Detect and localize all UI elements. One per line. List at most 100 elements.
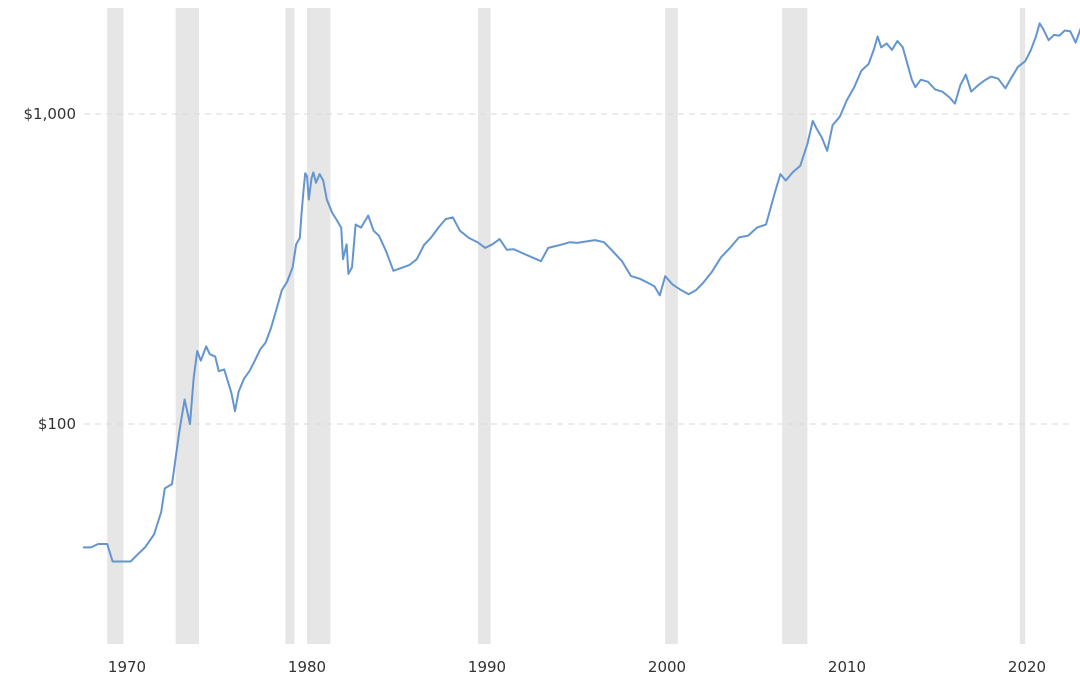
- data-point: [197, 350, 198, 351]
- data-point: [296, 244, 297, 245]
- data-point: [1043, 28, 1044, 29]
- data-point: [373, 230, 374, 231]
- data-point: [681, 290, 682, 291]
- y-axis-ticks: $100 $1,000: [24, 105, 77, 433]
- y-gridlines: [84, 113, 1072, 425]
- series-line: [82, 22, 1080, 563]
- data-point: [423, 244, 424, 245]
- data-point: [1039, 23, 1040, 24]
- data-point: [720, 257, 721, 258]
- data-point: [562, 244, 563, 245]
- data-point: [1070, 31, 1071, 32]
- data-point: [265, 342, 266, 343]
- y-tick-label: $1,000: [24, 105, 77, 123]
- data-point: [224, 369, 225, 370]
- data-point: [1025, 61, 1026, 62]
- data-point: [985, 79, 986, 80]
- data-point: [711, 271, 712, 272]
- data-point: [287, 281, 288, 282]
- data-point: [360, 227, 361, 228]
- data-point: [90, 547, 91, 548]
- data-point: [215, 356, 216, 357]
- data-point: [341, 227, 342, 228]
- data-point: [249, 371, 250, 372]
- data-point: [342, 259, 343, 260]
- data-point: [499, 239, 500, 240]
- data-point: [774, 192, 775, 193]
- data-point: [468, 237, 469, 238]
- data-point: [729, 247, 730, 248]
- data-point: [184, 399, 185, 400]
- data-point: [908, 66, 909, 67]
- data-point: [1053, 34, 1054, 35]
- data-point: [130, 561, 131, 562]
- data-point: [902, 47, 903, 48]
- data-point: [305, 173, 306, 174]
- data-point: [335, 218, 336, 219]
- data-point: [785, 180, 786, 181]
- data-point: [688, 294, 689, 295]
- data-point: [965, 74, 966, 75]
- data-point: [897, 40, 898, 41]
- data-point: [792, 171, 793, 172]
- data-point: [308, 199, 309, 200]
- data-point: [832, 125, 833, 126]
- data-point: [112, 561, 113, 562]
- x-tick-label: 2020: [1008, 658, 1046, 676]
- data-point: [812, 120, 813, 121]
- data-point: [306, 176, 307, 177]
- data-point: [292, 267, 293, 268]
- data-point: [765, 224, 766, 225]
- data-point: [1064, 30, 1065, 31]
- data-point: [971, 91, 972, 92]
- data-point: [1030, 50, 1031, 51]
- data-point: [332, 212, 333, 213]
- data-point: [576, 242, 577, 243]
- data-point: [209, 354, 210, 355]
- data-point: [144, 547, 145, 548]
- data-point: [915, 87, 916, 88]
- series-points: [83, 21, 1080, 562]
- recession-band: [175, 8, 199, 644]
- recession-band: [107, 8, 124, 644]
- recession-bands: [107, 8, 1026, 644]
- data-point: [348, 273, 349, 274]
- data-point: [346, 244, 347, 245]
- data-point: [522, 253, 523, 254]
- data-point: [276, 309, 277, 310]
- data-point: [978, 84, 979, 85]
- data-point: [107, 543, 108, 544]
- y-tick-label: $100: [38, 415, 76, 433]
- data-point: [854, 87, 855, 88]
- x-tick-label: 1970: [108, 658, 146, 676]
- data-point: [234, 411, 235, 412]
- data-point: [531, 257, 532, 258]
- data-point: [695, 290, 696, 291]
- data-point: [299, 237, 300, 238]
- data-point: [400, 268, 401, 269]
- data-point: [990, 76, 991, 77]
- data-point: [800, 165, 801, 166]
- recession-band: [782, 8, 808, 644]
- data-point: [123, 561, 124, 562]
- data-point: [603, 242, 604, 243]
- data-point: [445, 219, 446, 220]
- data-point: [431, 237, 432, 238]
- data-point: [368, 215, 369, 216]
- data-point: [839, 116, 840, 117]
- recession-band: [285, 8, 295, 644]
- data-point: [1005, 88, 1006, 89]
- data-point: [756, 227, 757, 228]
- data-point: [585, 241, 586, 242]
- data-point: [702, 282, 703, 283]
- data-point: [386, 251, 387, 252]
- data-point: [200, 360, 201, 361]
- data-point: [1017, 66, 1018, 67]
- data-point: [672, 284, 673, 285]
- data-point: [416, 259, 417, 260]
- data-point: [1010, 78, 1011, 79]
- data-point: [868, 63, 869, 64]
- data-point: [351, 267, 352, 268]
- data-point: [98, 543, 99, 544]
